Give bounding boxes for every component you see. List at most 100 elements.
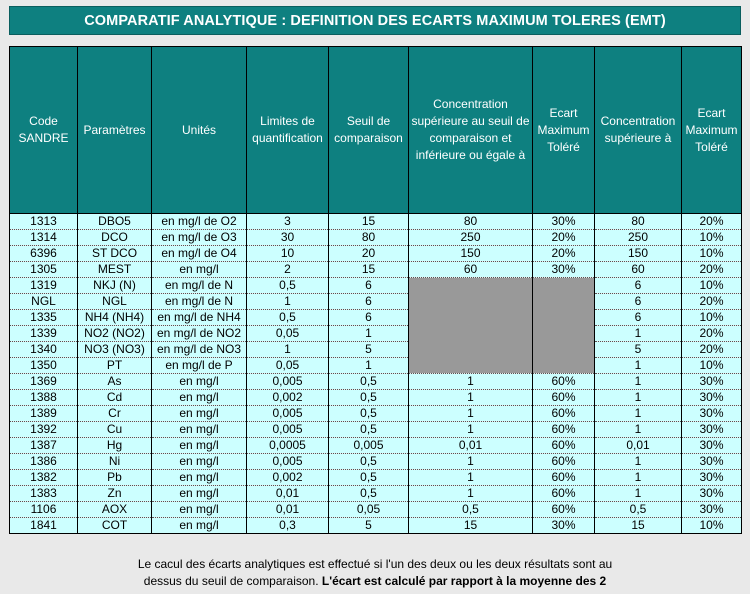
cell-seuil-comparaison: 6: [328, 293, 409, 310]
cell-parametre: AOX: [77, 501, 152, 518]
cell-concentration-intervalle: 1: [408, 421, 533, 438]
cell-limite-quantification: 0,05: [246, 325, 329, 342]
cell-emt-2: 30%: [681, 485, 742, 502]
cell-limite-quantification: 0,005: [246, 453, 329, 470]
footnote: Le cacul des écarts analytiques est effe…: [9, 556, 741, 590]
cell-seuil-comparaison: 1: [328, 325, 409, 342]
cell-code-sandre: 1392: [9, 421, 78, 438]
cell-concentration-superieure: 1: [594, 469, 682, 486]
cell-concentration-superieure: 5: [594, 341, 682, 358]
cell-emt-2: 10%: [681, 517, 742, 534]
table-row: 1841 COT en mg/l 0,3 5 15 30% 15 10%: [9, 517, 742, 534]
cell-code-sandre: 1314: [9, 229, 78, 246]
table-row: 1388 Cd en mg/l 0,002 0,5 1 60% 1 30%: [9, 389, 742, 406]
cell-concentration-intervalle: 60: [408, 261, 533, 278]
table-row: 1106 AOX en mg/l 0,01 0,05 0,5 60% 0,5 30%: [9, 501, 742, 518]
cell-concentration-intervalle: [408, 293, 533, 310]
cell-concentration-intervalle: 1: [408, 453, 533, 470]
cell-concentration-superieure: 1: [594, 389, 682, 406]
cell-concentration-superieure: 6: [594, 293, 682, 310]
cell-limite-quantification: 1: [246, 293, 329, 310]
cell-concentration-intervalle: 0,5: [408, 501, 533, 518]
cell-parametre: DBO5: [77, 213, 152, 230]
cell-unite: en mg/l: [151, 405, 247, 422]
cell-emt-1: [532, 357, 595, 374]
table-row: 1392 Cu en mg/l 0,005 0,5 1 60% 1 30%: [9, 421, 742, 438]
cell-emt-1: 20%: [532, 245, 595, 262]
cell-emt-1: 20%: [532, 229, 595, 246]
cell-concentration-superieure: 15: [594, 517, 682, 534]
cell-emt-2: 10%: [681, 277, 742, 294]
cell-emt-2: 30%: [681, 405, 742, 422]
header-seuil-comparaison: Seuil de comparaison: [328, 46, 409, 214]
cell-limite-quantification: 0,005: [246, 373, 329, 390]
cell-parametre: Pb: [77, 469, 152, 486]
header-row: Code SANDRE Paramètres Unités Limites de…: [9, 46, 742, 214]
header-unites: Unités: [151, 46, 247, 214]
cell-seuil-comparaison: 0,5: [328, 389, 409, 406]
table-row: 1305 MEST en mg/l 2 15 60 30% 60 20%: [9, 261, 742, 278]
cell-concentration-intervalle: 0,01: [408, 437, 533, 454]
cell-code-sandre: 1319: [9, 277, 78, 294]
cell-emt-1: 60%: [532, 469, 595, 486]
cell-concentration-superieure: 6: [594, 309, 682, 326]
footnote-line-2: dessus du seuil de comparaison. L'écart …: [9, 573, 741, 590]
table-body: 1313 DBO5 en mg/l de O2 3 15 80 30% 80 20% 1314 DC…: [9, 213, 742, 534]
cell-limite-quantification: 0,0005: [246, 437, 329, 454]
cell-emt-2: 30%: [681, 501, 742, 518]
cell-concentration-intervalle: [408, 309, 533, 326]
cell-concentration-superieure: 1: [594, 325, 682, 342]
cell-unite: en mg/l de NO2: [151, 325, 247, 342]
cell-emt-2: 30%: [681, 421, 742, 438]
header-concentration-intervalle: Concentration supérieure au seuil de com…: [408, 46, 533, 214]
cell-unite: en mg/l: [151, 261, 247, 278]
cell-limite-quantification: 0,05: [246, 357, 329, 374]
cell-parametre: NO2 (NO2): [77, 325, 152, 342]
cell-code-sandre: 1106: [9, 501, 78, 518]
cell-unite: en mg/l: [151, 389, 247, 406]
cell-emt-1: [532, 341, 595, 358]
cell-concentration-superieure: 1: [594, 373, 682, 390]
table-row: 1314 DCO en mg/l de O3 30 80 250 20% 250 10%: [9, 229, 742, 246]
cell-emt-2: 20%: [681, 325, 742, 342]
cell-emt-2: 30%: [681, 437, 742, 454]
cell-limite-quantification: 0,3: [246, 517, 329, 534]
cell-seuil-comparaison: 0,5: [328, 373, 409, 390]
cell-parametre: COT: [77, 517, 152, 534]
cell-concentration-intervalle: 15: [408, 517, 533, 534]
header-concentration-superieure: Concentration supérieure à: [594, 46, 682, 214]
cell-code-sandre: 1335: [9, 309, 78, 326]
cell-seuil-comparaison: 0,05: [328, 501, 409, 518]
cell-emt-1: 60%: [532, 421, 595, 438]
cell-emt-2: 10%: [681, 357, 742, 374]
cell-unite: en mg/l: [151, 485, 247, 502]
cell-seuil-comparaison: 0,5: [328, 405, 409, 422]
cell-parametre: Zn: [77, 485, 152, 502]
cell-unite: en mg/l de P: [151, 357, 247, 374]
cell-concentration-superieure: 1: [594, 453, 682, 470]
emt-table: Code SANDRE Paramètres Unités Limites de…: [9, 46, 742, 534]
cell-emt-1: 60%: [532, 485, 595, 502]
cell-seuil-comparaison: 6: [328, 277, 409, 294]
cell-code-sandre: 1389: [9, 405, 78, 422]
cell-emt-2: 30%: [681, 389, 742, 406]
cell-seuil-comparaison: 1: [328, 357, 409, 374]
cell-emt-1: 60%: [532, 437, 595, 454]
cell-emt-2: 20%: [681, 261, 742, 278]
table-row: 1340 NO3 (NO3) en mg/l de NO3 1 5 5 20%: [9, 341, 742, 358]
cell-code-sandre: 1369: [9, 373, 78, 390]
cell-parametre: PT: [77, 357, 152, 374]
cell-unite: en mg/l de NH4: [151, 309, 247, 326]
cell-concentration-superieure: 1: [594, 405, 682, 422]
header-limites-quantification: Limites de quantification: [246, 46, 329, 214]
cell-limite-quantification: 0,5: [246, 309, 329, 326]
cell-parametre: Hg: [77, 437, 152, 454]
cell-unite: en mg/l: [151, 469, 247, 486]
cell-seuil-comparaison: 6: [328, 309, 409, 326]
table-row: 6396 ST DCO en mg/l de O4 10 20 150 20% 150 10%: [9, 245, 742, 262]
cell-seuil-comparaison: 0,5: [328, 469, 409, 486]
cell-emt-1: 30%: [532, 517, 595, 534]
cell-concentration-superieure: 250: [594, 229, 682, 246]
cell-parametre: ST DCO: [77, 245, 152, 262]
cell-concentration-superieure: 1: [594, 485, 682, 502]
